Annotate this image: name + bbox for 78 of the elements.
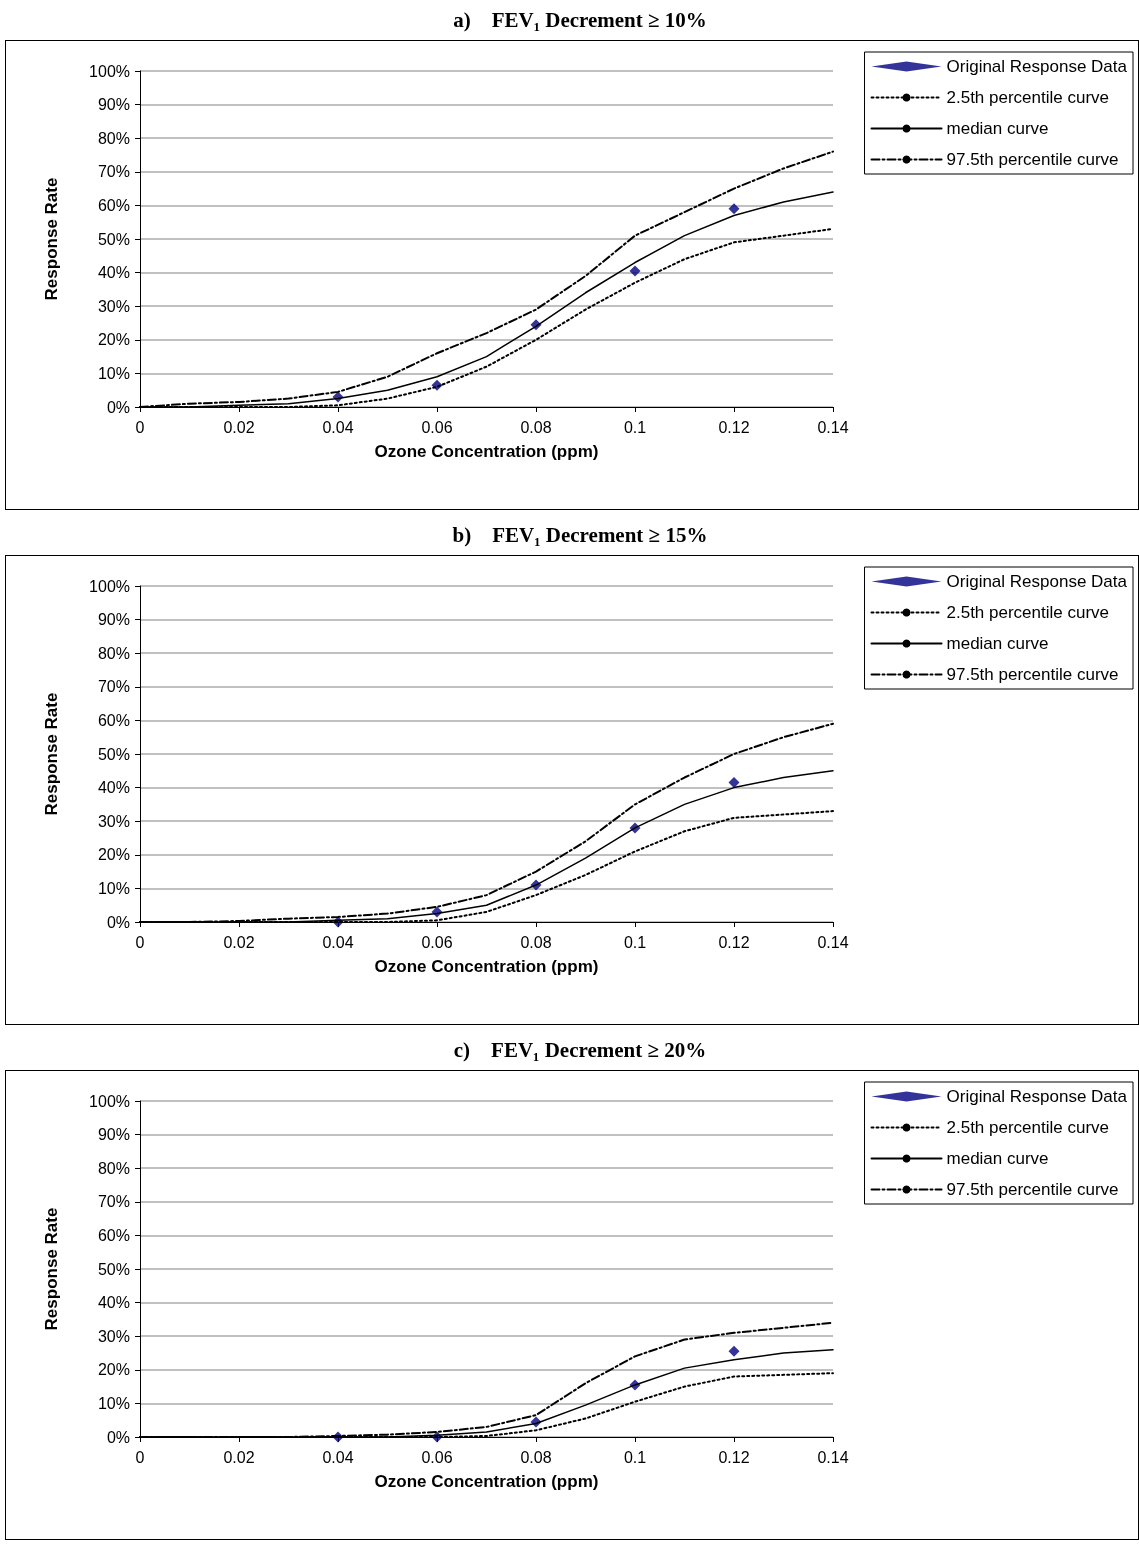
legend-label: 97.5th percentile curve bbox=[946, 150, 1119, 169]
y-tick-label: 100% bbox=[89, 577, 130, 595]
y-axis-title: Response Rate bbox=[42, 692, 61, 816]
x-tick-label: 0.06 bbox=[421, 418, 453, 436]
legend-label: 97.5th percentile curve bbox=[946, 665, 1119, 684]
y-tick-label: 10% bbox=[97, 1394, 130, 1412]
legend-label: 2.5th percentile curve bbox=[946, 88, 1110, 107]
x-axis-title: Ozone Concentration (ppm) bbox=[374, 957, 599, 976]
y-tick-label: 0% bbox=[106, 398, 130, 416]
y-tick-label: 50% bbox=[97, 230, 130, 248]
chart-title: a) FEV₁ Decrement ≥ 10% bbox=[453, 7, 707, 32]
legend-label: median curve bbox=[946, 1149, 1049, 1168]
x-tick-label: 0.02 bbox=[223, 1448, 255, 1466]
x-tick-label: 0.08 bbox=[520, 933, 552, 951]
x-axis-title: Ozone Concentration (ppm) bbox=[374, 442, 599, 461]
y-tick-label: 20% bbox=[97, 1361, 130, 1379]
x-tick-label: 0 bbox=[135, 933, 145, 951]
x-tick-label: 0.08 bbox=[520, 418, 552, 436]
x-tick-label: 0.04 bbox=[322, 933, 354, 951]
y-tick-label: 90% bbox=[97, 96, 130, 114]
y-tick-label: 60% bbox=[97, 711, 130, 729]
x-tick-label: 0.14 bbox=[817, 418, 849, 436]
x-tick-label: 0.08 bbox=[520, 1448, 552, 1466]
y-tick-label: 10% bbox=[97, 364, 130, 382]
legend-label: Original Response Data bbox=[946, 572, 1128, 591]
y-tick-label: 80% bbox=[97, 644, 130, 662]
x-tick-label: 0.14 bbox=[817, 1448, 849, 1466]
x-tick-label: 0.06 bbox=[421, 1448, 453, 1466]
y-axis-title: Response Rate bbox=[42, 177, 61, 301]
y-tick-label: 30% bbox=[97, 297, 130, 315]
y-tick-label: 70% bbox=[97, 678, 130, 696]
legend-label: 2.5th percentile curve bbox=[946, 603, 1110, 622]
y-tick-label: 70% bbox=[97, 1193, 130, 1211]
chart-title: b) FEV₁ Decrement ≥ 15% bbox=[452, 522, 708, 547]
x-tick-label: 0.02 bbox=[223, 418, 255, 436]
y-tick-label: 30% bbox=[97, 1327, 130, 1345]
legend-label: median curve bbox=[946, 634, 1049, 653]
chart-title: c) FEV₁ Decrement ≥ 20% bbox=[453, 1037, 707, 1062]
x-tick-label: 0.02 bbox=[223, 933, 255, 951]
y-tick-label: 90% bbox=[97, 1126, 130, 1144]
y-tick-label: 80% bbox=[97, 129, 130, 147]
y-tick-label: 30% bbox=[97, 812, 130, 830]
y-tick-label: 70% bbox=[97, 163, 130, 181]
x-tick-label: 0.04 bbox=[322, 418, 354, 436]
x-tick-label: 0.1 bbox=[623, 933, 647, 951]
y-tick-label: 60% bbox=[97, 196, 130, 214]
y-tick-label: 50% bbox=[97, 745, 130, 763]
x-tick-label: 0.06 bbox=[421, 933, 453, 951]
x-tick-label: 0 bbox=[135, 1448, 145, 1466]
y-tick-label: 10% bbox=[97, 879, 130, 897]
x-tick-label: 0.12 bbox=[718, 1448, 750, 1466]
y-tick-label: 40% bbox=[97, 264, 130, 282]
legend-label: median curve bbox=[946, 119, 1049, 138]
y-tick-label: 60% bbox=[97, 1226, 130, 1244]
y-tick-label: 100% bbox=[89, 1092, 130, 1110]
y-tick-label: 0% bbox=[106, 913, 130, 931]
legend-label: 2.5th percentile curve bbox=[946, 1118, 1110, 1137]
x-tick-label: 0.14 bbox=[817, 933, 849, 951]
y-axis-title: Response Rate bbox=[42, 1207, 61, 1331]
legend-label: Original Response Data bbox=[946, 1087, 1128, 1106]
y-tick-label: 90% bbox=[97, 611, 130, 629]
y-tick-label: 0% bbox=[106, 1428, 130, 1446]
legend-label: 97.5th percentile curve bbox=[946, 1180, 1119, 1199]
x-tick-label: 0.1 bbox=[623, 418, 647, 436]
x-axis-title: Ozone Concentration (ppm) bbox=[374, 1472, 599, 1491]
y-tick-label: 20% bbox=[97, 846, 130, 864]
x-tick-label: 0.04 bbox=[322, 1448, 354, 1466]
x-tick-label: 0.12 bbox=[718, 933, 750, 951]
y-tick-label: 80% bbox=[97, 1159, 130, 1177]
legend-label: Original Response Data bbox=[946, 57, 1128, 76]
y-tick-label: 50% bbox=[97, 1260, 130, 1278]
x-tick-label: 0.12 bbox=[718, 418, 750, 436]
y-tick-label: 40% bbox=[97, 1294, 130, 1312]
y-tick-label: 40% bbox=[97, 779, 130, 797]
x-tick-label: 0.1 bbox=[623, 1448, 647, 1466]
x-tick-label: 0 bbox=[135, 418, 145, 436]
y-tick-label: 100% bbox=[89, 62, 130, 80]
y-tick-label: 20% bbox=[97, 331, 130, 349]
